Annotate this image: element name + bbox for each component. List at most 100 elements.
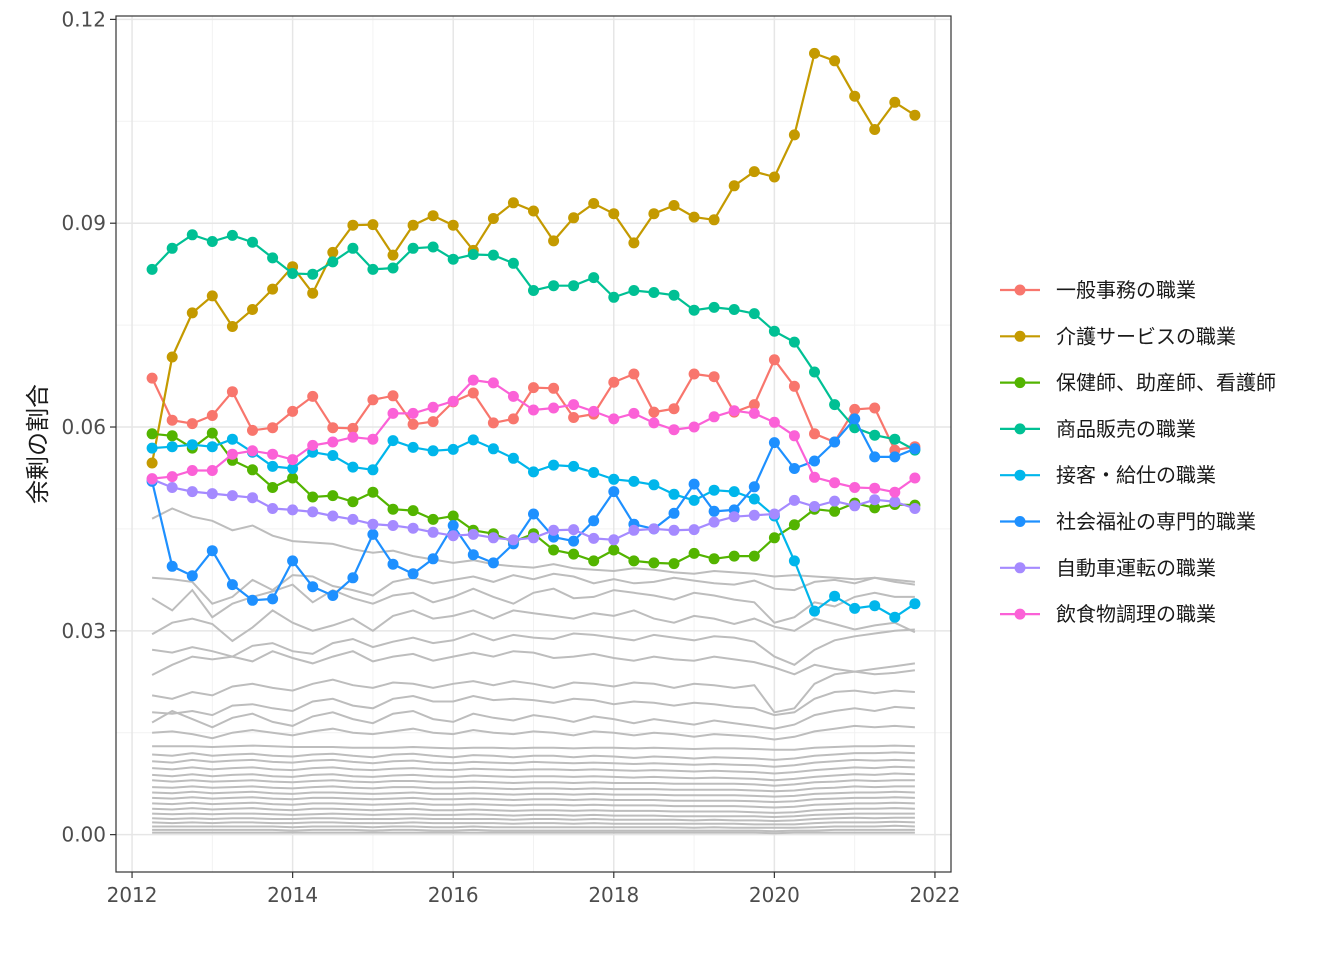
series-point [849,500,861,512]
series-point [668,558,680,570]
series-point [367,219,379,231]
series-point [588,532,600,544]
series-point [146,428,158,440]
series-point [307,506,319,518]
series-point [889,451,901,463]
series-point [628,555,640,567]
series-point [568,524,580,536]
series-point [548,235,560,247]
series-point [528,404,539,416]
series-point [869,600,881,612]
series-point [608,413,620,425]
series-point [427,210,439,222]
series-point [608,473,620,485]
series-point [628,368,640,380]
series-point [467,549,479,561]
series-point [768,437,780,449]
legend-label: 自動車運転の職業 [1056,556,1216,580]
legend-item: 接客・給仕の職業 [1000,463,1216,487]
series-point [407,219,419,231]
series-point [588,198,600,209]
series-point [788,336,800,348]
legend-key-point [1014,284,1026,296]
series-point [186,439,198,451]
series-point [166,414,178,426]
series-point [387,435,399,447]
series-point [166,351,178,363]
series-point [768,532,780,544]
series-point [688,421,700,433]
series-point [166,560,178,572]
series-point [648,208,660,220]
series-point [688,368,700,380]
series-point [869,482,881,494]
series-point [367,518,379,530]
background-series-line [152,744,915,751]
series-point [849,403,861,415]
series-point [628,475,640,487]
series-point [748,509,760,521]
series-point [648,406,660,418]
series-point [648,417,660,429]
legend-key-point [1014,562,1026,574]
series-point [267,593,279,605]
x-tick-label: 2020 [749,883,800,907]
series-point [287,555,299,567]
series-point [226,321,238,332]
series-point [247,236,258,248]
series-point [829,55,841,67]
legend-label: 飲食物調理の職業 [1056,602,1216,626]
series-point [307,268,319,280]
series-point [247,445,258,457]
series-point [166,441,178,453]
series-point [206,488,218,500]
series-point [327,510,339,522]
legend-label: 接客・給仕の職業 [1056,463,1216,487]
series-point [648,287,660,298]
series-point [186,307,198,319]
series-point [708,505,720,517]
series-point [909,443,921,455]
series-point [387,520,399,531]
series-point [247,464,258,476]
background-series-line [152,831,915,835]
y-tick-label: 0.09 [61,211,106,235]
background-series-line [152,724,915,741]
series-point [347,461,359,473]
series-point [387,390,399,402]
series-point [387,558,399,570]
series-point [688,211,700,223]
series-point [668,403,680,415]
series-point [849,413,861,425]
series-group [146,229,921,456]
series-point [829,436,841,448]
series-group [146,374,921,498]
series-point [869,451,881,463]
series-point [548,459,560,471]
series-point [688,478,700,490]
series-point [226,386,238,398]
series-point [166,242,178,254]
series-point [367,263,379,275]
legend-label: 商品販売の職業 [1056,417,1196,441]
series-point [267,448,279,460]
series-point [407,441,419,453]
legend-key-point [1014,608,1026,620]
series-point [487,557,499,569]
series-point [568,399,580,411]
series-point [287,463,299,474]
series-point [688,547,700,559]
series-point [467,528,479,540]
x-tick-label: 2018 [588,883,639,907]
series-point [528,532,539,544]
legend-label: 社会福祉の専門的職業 [1056,510,1256,534]
series-point [788,129,800,141]
series-point [206,236,218,247]
series-point [206,427,218,439]
series-point [146,473,158,485]
series-point [829,477,841,489]
series-point [588,272,600,284]
series-point [588,467,600,478]
series-point [247,304,258,315]
